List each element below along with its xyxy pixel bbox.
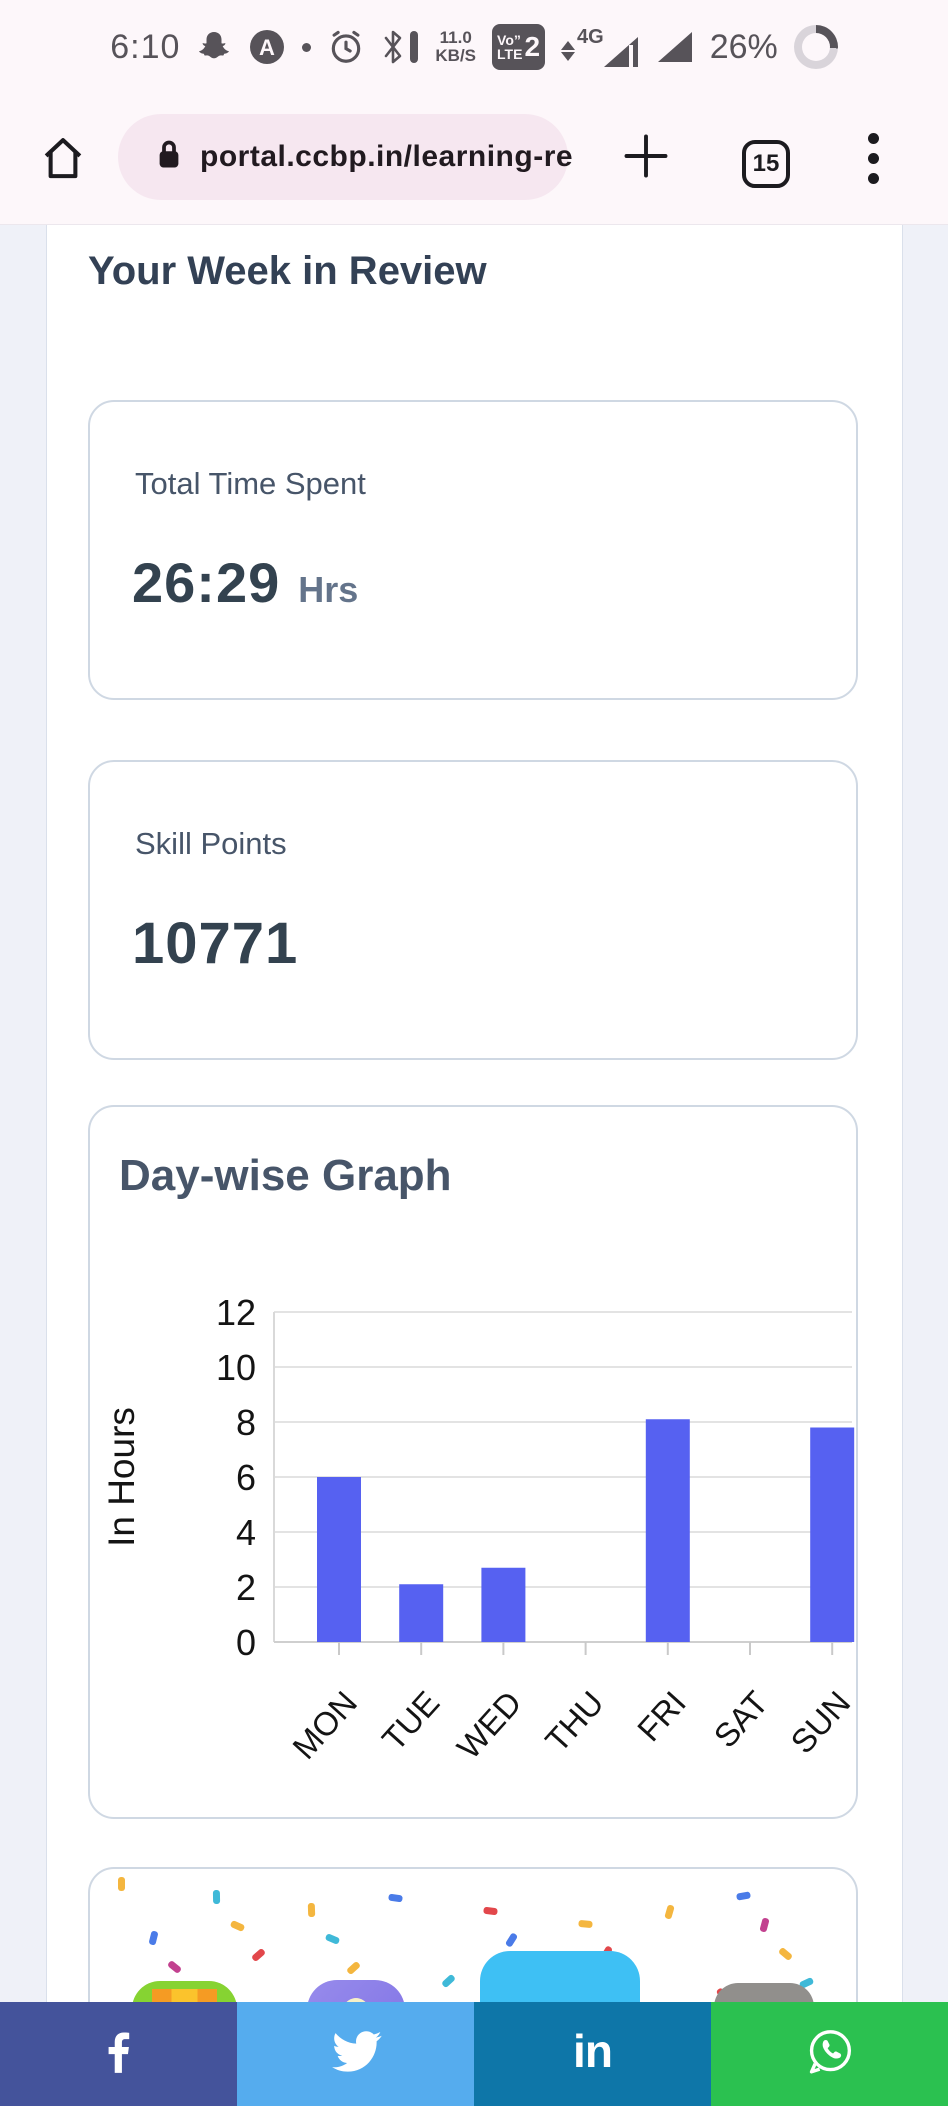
svg-text:2: 2 [236,1567,256,1608]
notification-dot-icon [302,42,312,52]
clock-text: 6:10 [110,27,181,66]
day-wise-chart: 0 2 4 6 8 10 12 In Hours MON TUE WED THU FRI SAT SUN [101,1292,857,1766]
sim2-signal-icon [656,30,694,64]
x-label-TUE: TUE [375,1684,447,1758]
svg-text:A: A [259,35,275,60]
bar-TUE [399,1584,444,1642]
linkedin-icon: in [573,2025,613,2077]
home-button[interactable] [36,130,90,189]
facebook-share-button[interactable] [0,2002,237,2106]
x-label-THU: THU [538,1684,611,1759]
sim1-signal-4g-icon: 4G [561,26,640,69]
alarm-icon [327,28,365,66]
battery-ring-icon [793,25,838,69]
whatsapp-icon [803,2025,857,2084]
lock-icon [154,137,184,178]
content-column: Your Week in Review Total Time Spent 26:… [46,225,903,2106]
volte-sim-badge: Vo” LTE 2 [492,24,546,70]
twitter-share-button[interactable] [237,2002,474,2106]
day-wise-graph-card: Day-wise Graph 0 2 4 6 8 10 12 In Hours MON TUE WE… [88,1105,858,1819]
status-bar: 6:10 A 11.0 KB/S Vo” LTE 2 4G [0,0,948,90]
confetti-layer [90,1869,856,2104]
browser-menu-button[interactable] [858,130,888,186]
new-tab-button[interactable] [608,118,684,194]
svg-text:10: 10 [216,1347,256,1388]
url-bar[interactable]: portal.ccbp.in/learning-re [118,114,573,200]
tab-switcher-button[interactable]: 15 [742,140,790,188]
skill-points-label: Skill Points [135,826,287,861]
graph-title: Day-wise Graph [119,1151,452,1200]
total-time-spent-card: Total Time Spent 26:29 Hrs [88,400,858,700]
facebook-icon [94,2027,144,2082]
bar-SUN [810,1427,855,1642]
skill-points-value: 10771 [132,911,299,976]
app-a-notification-icon: A [248,28,286,66]
total-time-spent-value: 26:29 [132,551,281,614]
url-text: portal.ccbp.in/learning-re [200,140,574,173]
whatsapp-share-button[interactable] [711,2002,948,2106]
page-title: Your Week in Review [88,249,487,293]
twitter-icon [329,2025,383,2084]
battery-percent-text: 26% [709,27,778,66]
svg-text:4: 4 [236,1512,256,1553]
social-share-bar: in [0,2002,948,2106]
x-label-MON: MON [285,1684,364,1766]
snapchat-notification-icon [196,28,232,66]
svg-text:In Hours: In Hours [101,1407,142,1547]
total-time-spent-unit: Hrs [298,569,359,610]
x-label-SUN: SUN [783,1684,857,1761]
page-background: Your Week in Review Total Time Spent 26:… [0,225,948,2106]
bar-MON [317,1477,361,1642]
svg-text:8: 8 [236,1402,256,1443]
x-label-SAT: SAT [706,1684,775,1755]
x-label-FRI: FRI [630,1684,693,1748]
data-speed-indicator: 11.0 KB/S [435,28,477,65]
bar-WED [481,1567,526,1642]
browser-toolbar: portal.ccbp.in/learning-re 15 [0,90,948,225]
bluetooth-connected-icon [381,27,419,67]
svg-text:0: 0 [236,1622,256,1663]
skill-points-card: Skill Points 10771 [88,760,858,1060]
x-label-WED: WED [450,1684,529,1766]
bar-FRI [645,1419,690,1642]
linkedin-share-button[interactable]: in [474,2002,711,2106]
svg-text:12: 12 [216,1292,256,1333]
svg-text:6: 6 [236,1457,256,1498]
total-time-spent-label: Total Time Spent [135,466,366,501]
tab-count: 15 [752,150,780,177]
